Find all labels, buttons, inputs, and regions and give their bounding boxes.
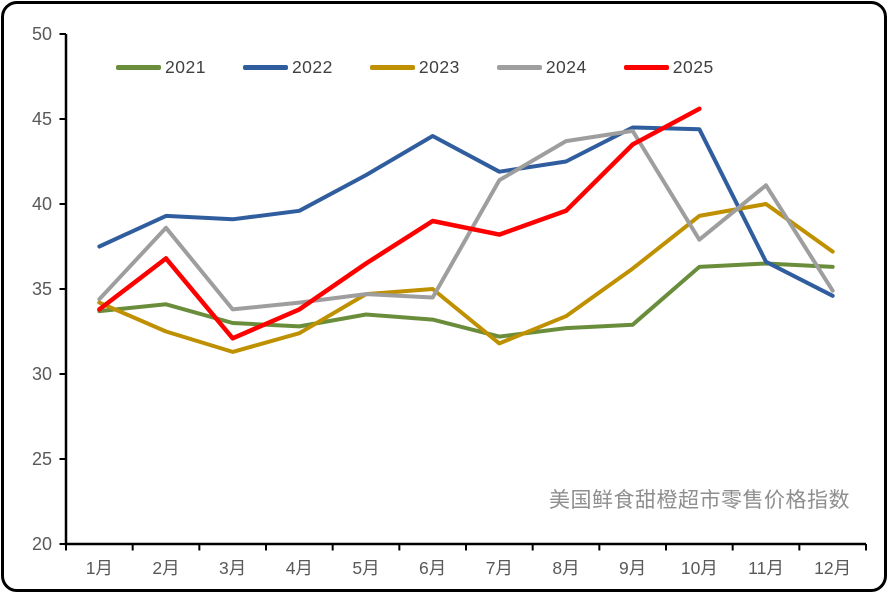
legend-item-2021: 2021 [116,57,206,78]
legend-item-2022: 2022 [242,57,333,78]
x-axis-label: 7月 [486,558,513,578]
chart-title-annotation: 美国鲜食甜橙超市零售价格指数 [549,488,850,512]
series-line-2024 [97,128,835,312]
legend-item-2025: 2025 [623,57,714,78]
x-axis-label: 6月 [419,558,446,578]
x-axis-label: 8月 [552,558,579,578]
x-axis-label: 10月 [681,558,718,578]
legend-item-2024: 2024 [496,57,587,78]
y-axis-label: 35 [32,279,52,299]
legend-label: 2023 [418,57,460,77]
series-line-2021 [97,261,835,339]
legend-label: 2024 [545,57,587,77]
x-axis-label: 11月 [748,558,784,578]
y-axis-label: 45 [32,109,52,129]
legend-label: 2021 [165,57,206,77]
legend: 2021 2022 2023 2024 2025 [116,57,714,78]
x-axis-label: 5月 [352,558,379,578]
y-axis-label: 20 [32,534,52,554]
legend-item-2023: 2023 [369,57,460,78]
x-axis-label: 1月 [86,558,113,578]
legend-swatch-icon [369,65,415,70]
legend-label: 2025 [672,57,714,77]
legend-swatch-icon [623,65,669,70]
x-axis-label: 12月 [814,558,851,578]
y-axis-label: 30 [32,364,52,384]
legend-swatch-icon [242,65,288,70]
legend-label: 2022 [291,57,333,77]
series-line-2022 [97,125,835,298]
axes [64,34,866,546]
x-axis-label: 3月 [219,558,246,578]
series-line-2023 [97,202,835,354]
x-axis-label: 4月 [286,558,313,578]
y-axis-label: 40 [32,194,52,214]
legend-swatch-icon [496,65,542,70]
x-axis-label: 2月 [152,558,179,578]
legend-swatch-icon [116,65,161,70]
y-axis-label: 25 [32,449,52,469]
x-axis-label: 9月 [619,558,646,578]
series-line-2025 [97,106,702,341]
y-axis-label: 50 [32,24,52,44]
